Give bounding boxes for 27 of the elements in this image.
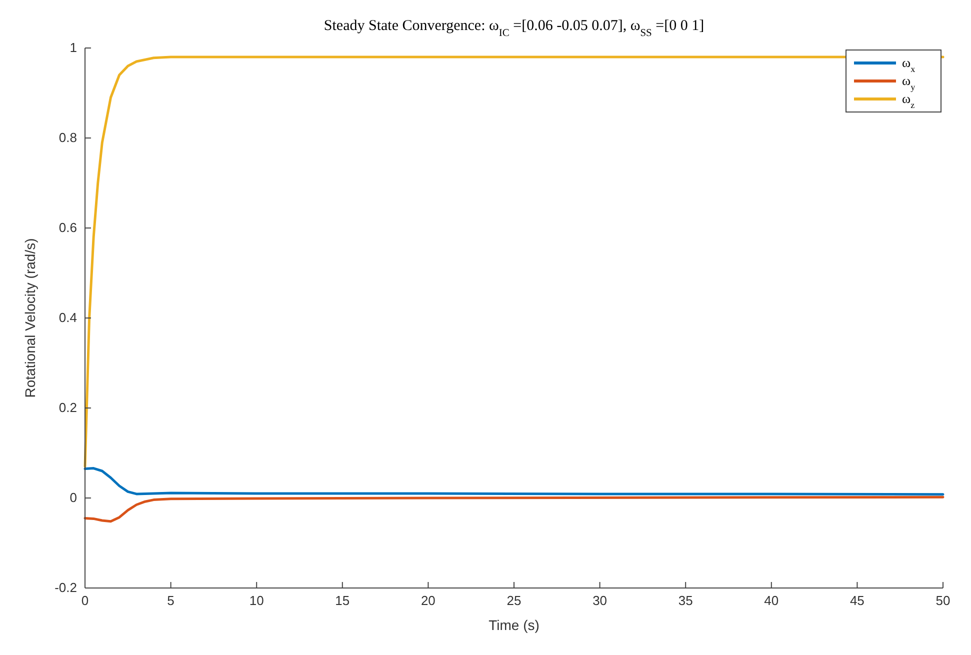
x-tick-label: 40 [764, 593, 779, 608]
x-tick-label: 35 [678, 593, 693, 608]
x-tick-label: 0 [81, 593, 89, 608]
y-tick-label: -0.2 [54, 580, 77, 595]
x-tick-label: 30 [592, 593, 608, 608]
y-tick-label: 0.2 [58, 400, 77, 415]
x-tick-label: 50 [936, 593, 950, 608]
y-tick-label: 0.8 [58, 130, 77, 145]
y-tick-label: 0 [70, 490, 77, 505]
line-series [84, 56, 944, 468]
x-tick-label: 25 [506, 593, 522, 608]
line-series [84, 467, 944, 496]
y-tick-label: 1 [70, 40, 77, 55]
x-axis-title: Time (s) [488, 617, 540, 633]
x-tick-label: 15 [335, 593, 350, 608]
y-tick-label: 0.4 [58, 310, 77, 325]
legend-label: ω$_{x}$ [902, 55, 916, 74]
line-series [84, 496, 944, 523]
x-tick-label: 20 [420, 593, 436, 608]
legend-label: ω$_{z}$ [902, 91, 915, 110]
x-tick-label: 10 [249, 593, 264, 608]
y-tick-label: 0.6 [58, 220, 77, 235]
y-axis-title: Rotational Velocity (rad/s) [22, 238, 38, 398]
x-tick-label: 45 [850, 593, 864, 608]
chart-title: Steady State Convergence: ω$_{IC}$ =[0.06 -0.05 0.07], ω$_{SS}$ =[0 0 1] [324, 18, 704, 38]
legend-label: ω$_{y}$ [902, 73, 916, 92]
x-tick-label: 5 [167, 593, 174, 608]
